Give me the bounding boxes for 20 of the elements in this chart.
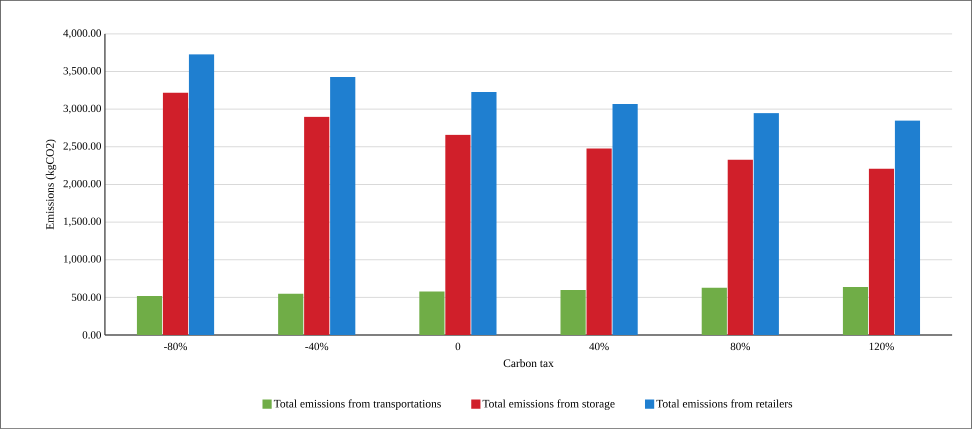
y-tick-label: 4,000.00 xyxy=(63,29,101,38)
y-tick-label: 2,500.00 xyxy=(64,142,101,152)
y-axis-title: Emissions (kgCO2) xyxy=(46,140,56,230)
y-tick-label: 1,500.00 xyxy=(64,218,101,227)
x-tick-label: 120% xyxy=(870,342,894,350)
y-tick-label: 3,000.00 xyxy=(64,104,101,114)
legend-label: Total emissions from transportations xyxy=(274,399,441,410)
x-tick-label: 40% xyxy=(589,342,609,350)
y-tick-label: 2,000.00 xyxy=(64,180,101,189)
y-tick-label: 3,500.00 xyxy=(64,67,101,76)
y-tick-label: 1,000.00 xyxy=(64,255,101,264)
legend-label: Total emissions from retailers xyxy=(656,399,792,408)
x-tick-label: -40% xyxy=(305,342,328,350)
x-tick-label: 80% xyxy=(730,342,750,350)
y-tick-label: 500.00 xyxy=(72,294,101,302)
y-tick-label: 0.00 xyxy=(82,331,101,339)
x-tick-label: -80% xyxy=(164,342,188,350)
legend-label: Total emissions from storage xyxy=(482,399,615,410)
x-tick-label: 0 xyxy=(456,342,460,350)
x-axis-title: Carbon tax xyxy=(504,359,554,368)
